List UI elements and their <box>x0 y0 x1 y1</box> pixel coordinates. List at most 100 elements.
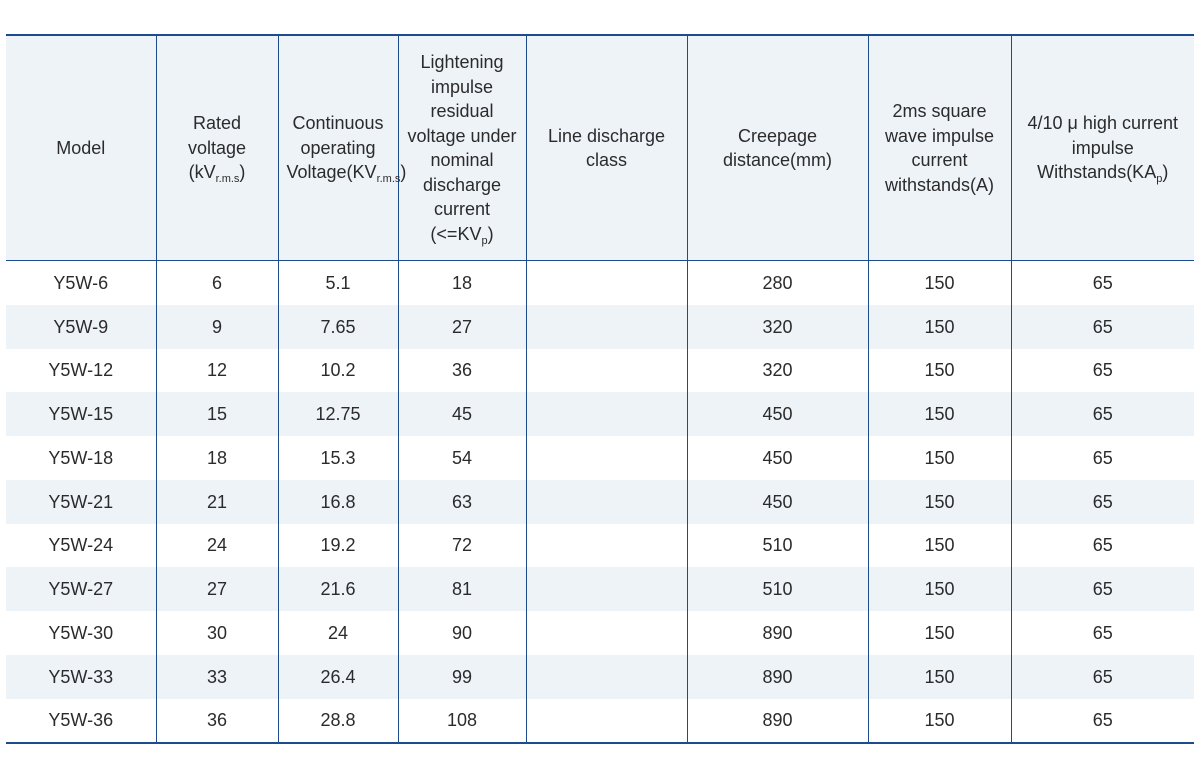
cell-continuous-voltage: 28.8 <box>277 698 398 744</box>
table-row: Y5W-12 12 10.2 36 320 150 65 <box>6 348 1194 393</box>
cell-rated-voltage: 30 <box>155 611 278 655</box>
cell-square-wave-current: 150 <box>867 654 1011 699</box>
cell-residual-voltage: 18 <box>397 260 526 305</box>
cell-creepage-distance: 890 <box>686 611 868 655</box>
cell-high-current: 65 <box>1010 523 1194 568</box>
table-header: Model Rated voltage (kVr.m.s) Continuous… <box>6 35 1194 261</box>
header-continuous-voltage: Continuous operating Voltage(KVr.m.s) <box>277 35 406 261</box>
cell-creepage-distance: 280 <box>686 260 868 305</box>
cell-line-discharge-class <box>525 479 687 524</box>
table-row: Y5W-6 6 5.1 18 280 150 65 <box>6 260 1194 305</box>
cell-creepage-distance: 450 <box>686 479 868 524</box>
cell-model: Y5W-27 <box>6 567 156 611</box>
cell-square-wave-current: 150 <box>867 304 1011 349</box>
cell-continuous-voltage: 21.6 <box>277 567 398 611</box>
cell-model: Y5W-15 <box>6 392 156 436</box>
cell-high-current: 65 <box>1010 260 1194 305</box>
table-row: Y5W-33 33 26.4 99 890 150 65 <box>6 654 1194 699</box>
cell-square-wave-current: 150 <box>867 436 1011 480</box>
cell-high-current: 65 <box>1010 304 1194 349</box>
cell-residual-voltage: 99 <box>397 654 526 699</box>
cell-high-current: 65 <box>1010 611 1194 655</box>
header-row: Model Rated voltage (kVr.m.s) Continuous… <box>6 35 1194 261</box>
cell-model: Y5W-6 <box>6 260 156 305</box>
cell-line-discharge-class <box>525 698 687 744</box>
cell-residual-voltage: 108 <box>397 698 526 744</box>
cell-square-wave-current: 150 <box>867 523 1011 568</box>
cell-creepage-distance: 320 <box>686 304 868 349</box>
cell-model: Y5W-18 <box>6 436 156 480</box>
table-body: Y5W-6 6 5.1 18 280 150 65 Y5W-9 9 7.65 2… <box>6 260 1194 744</box>
cell-square-wave-current: 150 <box>867 611 1011 655</box>
header-rated-voltage: Rated voltage (kVr.m.s) <box>155 35 278 261</box>
cell-square-wave-current: 150 <box>867 479 1011 524</box>
cell-residual-voltage: 72 <box>397 523 526 568</box>
cell-high-current: 65 <box>1010 479 1194 524</box>
cell-high-current: 65 <box>1010 698 1194 744</box>
cell-creepage-distance: 890 <box>686 654 868 699</box>
cell-continuous-voltage: 10.2 <box>277 348 398 393</box>
cell-square-wave-current: 150 <box>867 698 1011 744</box>
cell-rated-voltage: 18 <box>155 436 278 480</box>
cell-creepage-distance: 450 <box>686 436 868 480</box>
cell-line-discharge-class <box>525 348 687 393</box>
cell-model: Y5W-21 <box>6 479 156 524</box>
table-row: Y5W-15 15 12.75 45 450 150 65 <box>6 392 1194 436</box>
cell-line-discharge-class <box>525 392 687 436</box>
cell-line-discharge-class <box>525 611 687 655</box>
cell-model: Y5W-12 <box>6 348 156 393</box>
cell-continuous-voltage: 7.65 <box>277 304 398 349</box>
cell-continuous-voltage: 12.75 <box>277 392 398 436</box>
cell-square-wave-current: 150 <box>867 260 1011 305</box>
cell-residual-voltage: 63 <box>397 479 526 524</box>
cell-residual-voltage: 54 <box>397 436 526 480</box>
cell-high-current: 65 <box>1010 436 1194 480</box>
cell-line-discharge-class <box>525 654 687 699</box>
cell-high-current: 65 <box>1010 348 1194 393</box>
cell-rated-voltage: 27 <box>155 567 278 611</box>
cell-model: Y5W-9 <box>6 304 156 349</box>
cell-continuous-voltage: 16.8 <box>277 479 398 524</box>
cell-line-discharge-class <box>525 523 687 568</box>
header-residual-voltage: Lightening impulse residual voltage unde… <box>397 35 526 261</box>
cell-rated-voltage: 9 <box>155 304 278 349</box>
header-model: Model <box>6 35 156 261</box>
cell-residual-voltage: 27 <box>397 304 526 349</box>
cell-creepage-distance: 890 <box>686 698 868 744</box>
cell-line-discharge-class <box>525 567 687 611</box>
cell-high-current: 65 <box>1010 392 1194 436</box>
cell-line-discharge-class <box>525 436 687 480</box>
cell-rated-voltage: 15 <box>155 392 278 436</box>
table-row: Y5W-30 30 24 90 890 150 65 <box>6 611 1194 655</box>
cell-continuous-voltage: 15.3 <box>277 436 398 480</box>
table-row: Y5W-18 18 15.3 54 450 150 65 <box>6 436 1194 480</box>
cell-rated-voltage: 24 <box>155 523 278 568</box>
cell-square-wave-current: 150 <box>867 392 1011 436</box>
table-row: Y5W-21 21 16.8 63 450 150 65 <box>6 479 1194 524</box>
cell-creepage-distance: 320 <box>686 348 868 393</box>
header-line-discharge-class: Line discharge class <box>525 35 687 261</box>
cell-rated-voltage: 12 <box>155 348 278 393</box>
cell-model: Y5W-33 <box>6 654 156 699</box>
cell-continuous-voltage: 5.1 <box>277 260 398 305</box>
cell-creepage-distance: 450 <box>686 392 868 436</box>
cell-residual-voltage: 90 <box>397 611 526 655</box>
cell-continuous-voltage: 24 <box>277 611 398 655</box>
cell-rated-voltage: 21 <box>155 479 278 524</box>
cell-square-wave-current: 150 <box>867 567 1011 611</box>
header-high-current: 4/10 μ high current impulse Withstands(K… <box>1010 35 1194 261</box>
arrester-spec-table: Model Rated voltage (kVr.m.s) Continuous… <box>6 34 1194 745</box>
cell-high-current: 65 <box>1010 567 1194 611</box>
cell-residual-voltage: 81 <box>397 567 526 611</box>
table-row: Y5W-36 36 28.8 108 890 150 65 <box>6 698 1194 744</box>
header-creepage-distance: Creepage distance(mm) <box>686 35 868 261</box>
cell-residual-voltage: 36 <box>397 348 526 393</box>
header-square-wave-current: 2ms square wave impulse current withstan… <box>867 35 1011 261</box>
cell-model: Y5W-24 <box>6 523 156 568</box>
cell-continuous-voltage: 26.4 <box>277 654 398 699</box>
cell-square-wave-current: 150 <box>867 348 1011 393</box>
cell-residual-voltage: 45 <box>397 392 526 436</box>
cell-continuous-voltage: 19.2 <box>277 523 398 568</box>
cell-creepage-distance: 510 <box>686 567 868 611</box>
cell-line-discharge-class <box>525 260 687 305</box>
